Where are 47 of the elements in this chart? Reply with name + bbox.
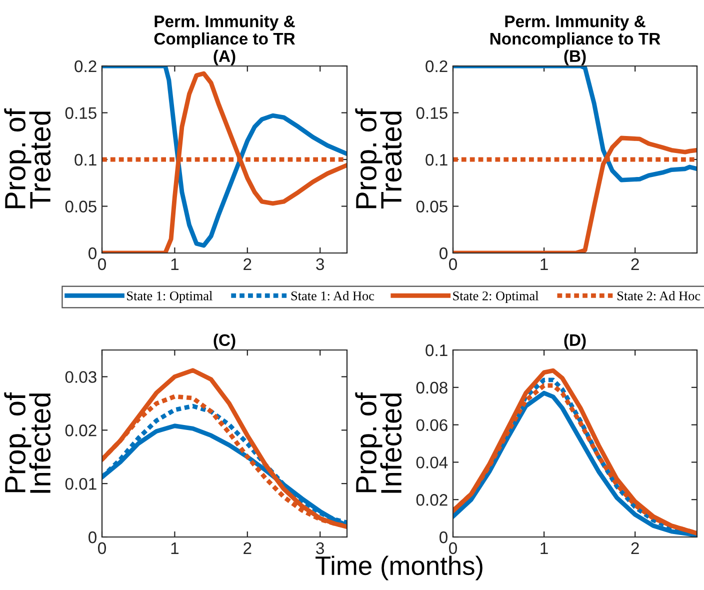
y-tick-label: 0.2 [426,60,448,72]
y-tick-label: 0.2 [74,60,96,72]
legend-label: State 2: Optimal [453,291,539,304]
chart-title: (D) [564,334,586,350]
x-tick-label: 1 [171,258,179,270]
y-axis-title: Prop. of Treated [355,108,402,209]
x-tick-label: 1 [540,542,548,554]
x-tick-label: 2 [631,542,639,554]
y-tick-label: 0.05 [416,200,448,212]
y-tick-label: 0.03 [65,371,96,383]
y-axis-title: Prop. of Treated [4,108,51,209]
x-axis-title: Time (months) [316,556,482,580]
y-tick-label: 0.02 [416,494,448,506]
x-tick-label: 0 [98,258,106,270]
y-axis-title: Prop. of Infected [355,392,402,493]
y-tick-label: 0.15 [65,107,96,119]
y-tick-label: 0 [88,247,96,260]
legend-label: State 2: Ad Hoc [618,291,700,300]
y-tick-label: 0.1 [426,344,448,356]
y-tick-label: 0.15 [416,107,448,119]
y-tick-label: 0.08 [416,382,448,394]
chart-title: Perm. Immunity & Noncompliance to TR (B) [490,15,660,66]
x-tick-label: 1 [540,258,548,270]
x-tick-label: 0 [449,542,457,554]
x-tick-label: 2 [244,258,252,270]
chart-title: (C) [214,334,236,350]
y-tick-label: 0 [440,247,448,260]
x-tick-label: 2 [631,258,639,270]
y-tick-label: 0.1 [426,154,448,166]
x-tick-label: 0 [449,258,457,270]
x-tick-label: 2 [244,542,252,554]
y-tick-label: 0 [88,531,96,544]
x-tick-label: 3 [316,542,324,554]
y-tick-label: 0.05 [65,200,96,212]
y-tick-label: 0.02 [65,424,96,436]
y-tick-label: 0 [440,531,448,544]
legend-label: State 1: Optimal [127,291,212,304]
x-tick-label: 1 [171,542,179,554]
y-tick-label: 0.04 [416,456,448,468]
y-tick-label: 0.1 [74,154,96,166]
y-tick-label: 0.06 [416,419,448,432]
y-axis-title: Prop. of Infected [4,392,51,493]
x-tick-label: 3 [316,258,324,270]
chart-title: Perm. Immunity & Compliance to TR (A) [154,15,295,66]
y-tick-label: 0.01 [65,478,96,490]
legend-label: State 1: Ad Hoc [291,291,374,300]
x-tick-label: 0 [98,542,106,554]
